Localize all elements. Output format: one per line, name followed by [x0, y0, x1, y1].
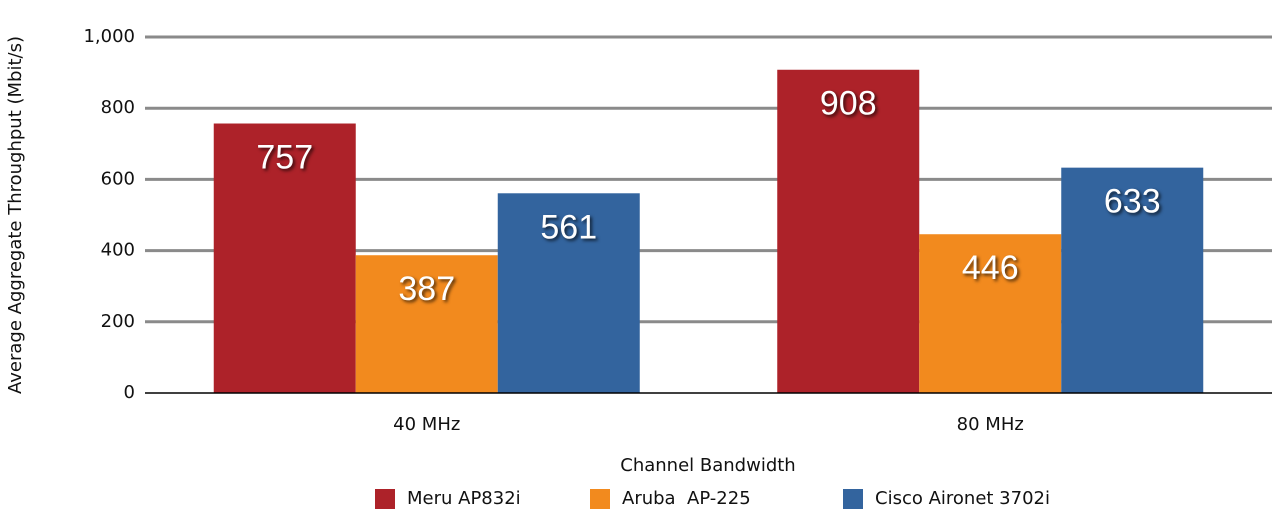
value-label: 446 — [962, 249, 1019, 287]
y-tick-label: 800 — [101, 97, 135, 118]
y-tick-label: 1,000 — [83, 26, 135, 47]
value-label: 387 — [398, 270, 455, 308]
legend-label: Aruba AP-225 — [622, 488, 751, 509]
bar — [497, 193, 640, 393]
y-tick-label: 600 — [101, 168, 135, 189]
y-tick-label: 0 — [124, 382, 135, 403]
y-axis-title: Average Aggregate Throughput (Mbit/s) — [5, 36, 26, 394]
legend-swatch — [843, 489, 863, 509]
bar — [777, 69, 920, 393]
value-label: 757 — [256, 138, 313, 176]
bar — [355, 255, 498, 393]
legend-swatch — [590, 489, 610, 509]
x-axis-title: Channel Bandwidth — [620, 455, 795, 476]
value-label: 561 — [540, 208, 597, 246]
bar — [919, 234, 1062, 393]
y-tick-label: 200 — [101, 311, 135, 332]
legend-label: Meru AP832i — [407, 488, 521, 509]
x-tick-label: 80 MHz — [957, 414, 1024, 435]
value-label: 908 — [820, 85, 877, 123]
x-tick-label: 40 MHz — [393, 414, 460, 435]
y-tick-label: 400 — [101, 240, 135, 261]
bar — [1061, 167, 1204, 393]
bar — [213, 123, 356, 394]
legend-label: Cisco Aironet 3702i — [875, 488, 1050, 509]
value-label: 633 — [1104, 183, 1161, 221]
legend-swatch — [375, 489, 395, 509]
